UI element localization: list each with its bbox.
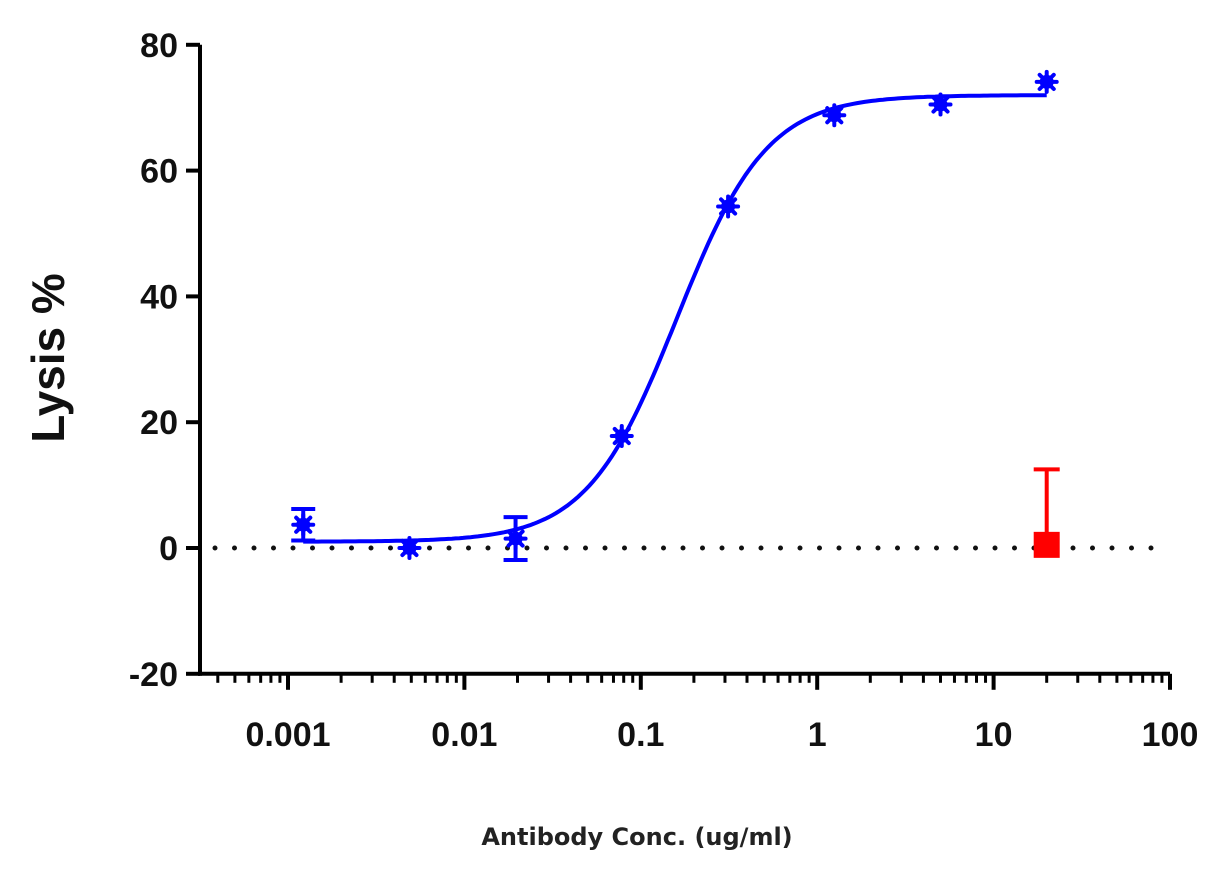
data-point [291,512,316,537]
x-axis-label: Antibody Conc. (ug/ml) [481,823,792,851]
data-point [397,536,422,560]
data-point-ray [825,106,844,125]
y-axis-label: Lysis % [22,273,74,443]
axes: 80 60 40 20 0 -20 0.001 0.01 0.1 1 10 100 [129,27,1199,754]
y-tick-label: 60 [140,153,178,191]
data-marks [291,69,1060,562]
data-point [928,92,953,117]
data-point-ray [400,538,419,558]
data-point [609,424,634,449]
control-data-point [1033,531,1060,558]
y-tick-label: 0 [159,530,178,568]
x-tick-label: 1 [808,716,827,754]
data-point [716,194,741,219]
y-tick-label: 20 [140,404,178,442]
data-point-ray [931,95,950,114]
data-point [1034,69,1059,94]
y-tick-label: -20 [129,656,178,694]
data-point-ray [294,515,313,534]
fit-curve [303,93,1047,544]
data-point-ray [719,197,738,216]
x-tick-label: 0.01 [431,716,497,754]
y-tick-label: 80 [140,27,178,65]
data-point-ray [1037,72,1056,91]
y-tick-label: 40 [140,278,178,316]
x-tick-label: 0.1 [617,716,664,754]
data-point [503,526,528,551]
x-tick-label: 0.001 [245,716,330,754]
data-point-ray [612,426,631,446]
data-point-ray [506,529,525,548]
x-tick-label: 100 [1142,716,1199,754]
x-tick-label: 10 [975,716,1013,754]
data-point [822,103,847,128]
